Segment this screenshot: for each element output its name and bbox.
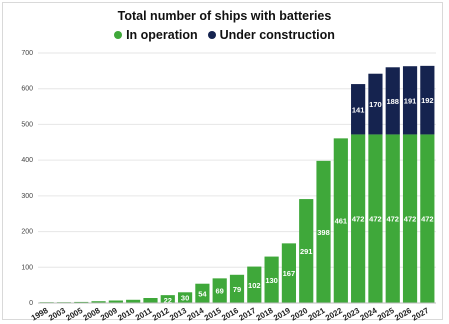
bar-in-operation — [108, 300, 123, 303]
bar-in-operation — [212, 278, 227, 303]
bar-in-operation — [264, 256, 279, 303]
data-label: 188 — [386, 97, 399, 106]
x-tick-label: 2027 — [410, 306, 430, 323]
legend-label-under-construction: Under construction — [219, 28, 335, 42]
chart-frame — [2, 2, 443, 320]
data-label: 102 — [248, 281, 261, 290]
bar-in-operation — [177, 292, 193, 303]
bar-under-construction — [402, 66, 418, 135]
bar-in-operation — [281, 243, 297, 303]
y-tick-label: 100 — [21, 264, 33, 271]
bar-in-operation — [126, 299, 141, 303]
data-label: 130 — [265, 276, 278, 285]
data-label: 472 — [386, 215, 399, 224]
y-tick-label: 0 — [29, 300, 33, 307]
bar-in-operation — [229, 274, 245, 303]
data-label: 398 — [317, 228, 330, 237]
bar-in-operation — [333, 138, 348, 303]
y-tick-label: 200 — [21, 229, 33, 236]
bar-in-operation — [247, 266, 262, 303]
bar-in-operation — [195, 283, 210, 303]
bar-under-construction — [420, 65, 435, 135]
y-tick-label: 600 — [21, 86, 33, 93]
data-label: 291 — [300, 247, 313, 256]
chart-legend: In operation Under construction — [0, 28, 449, 42]
legend-swatch-in-operation — [114, 31, 123, 39]
bar-in-operation — [160, 295, 175, 303]
data-label: 167 — [283, 269, 296, 278]
data-label: 141 — [352, 105, 365, 114]
bar-in-operation — [420, 134, 435, 303]
y-tick-label: 400 — [21, 157, 33, 164]
legend-label-in-operation: In operation — [126, 28, 198, 42]
bar-in-operation — [143, 298, 158, 303]
data-label: 79 — [233, 285, 241, 294]
data-label: 30 — [181, 293, 189, 302]
data-label: 472 — [421, 215, 434, 224]
data-label: 472 — [352, 215, 365, 224]
bar-under-construction — [368, 73, 383, 135]
y-tick-label: 700 — [21, 50, 33, 57]
data-label: 170 — [369, 100, 382, 109]
bar-under-construction — [385, 67, 400, 135]
data-label: 192 — [421, 96, 434, 105]
bar-in-operation — [385, 134, 400, 303]
data-label: 191 — [404, 96, 417, 105]
chart-title: Total number of ships with batteries — [117, 9, 332, 23]
bar-in-operation — [91, 301, 106, 303]
data-label: 472 — [404, 215, 417, 224]
legend-item-under-construction: Under construction — [207, 28, 335, 42]
bar-in-operation — [316, 160, 331, 303]
bar-in-operation — [74, 301, 89, 303]
data-label: 54 — [198, 289, 207, 298]
y-tick-label: 300 — [21, 193, 33, 200]
bar-under-construction — [351, 84, 366, 135]
legend-swatch-under-construction — [207, 31, 216, 39]
data-label: 22 — [164, 296, 172, 305]
bar-in-operation — [402, 134, 418, 303]
data-label: 69 — [216, 287, 224, 296]
bar-in-operation — [368, 134, 383, 303]
data-label: 472 — [369, 215, 382, 224]
data-label: 461 — [335, 217, 348, 226]
legend-item-in-operation: In operation — [114, 28, 198, 42]
y-tick-label: 500 — [21, 121, 33, 128]
bar-in-operation — [299, 199, 314, 303]
bar-in-operation — [351, 134, 366, 303]
